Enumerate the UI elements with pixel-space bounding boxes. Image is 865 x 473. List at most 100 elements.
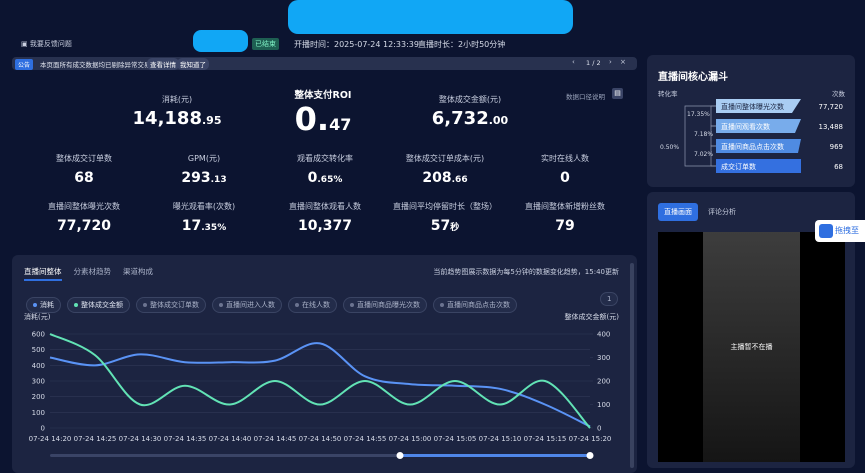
page-chip[interactable]: 1	[600, 292, 619, 306]
funnel-step	[716, 119, 801, 133]
metric-label: 整体成交订单数	[56, 154, 112, 163]
x-tick-label: 07-24 14:35	[164, 435, 207, 443]
x-tick-label: 07-24 15:10	[479, 435, 522, 443]
metrics-note[interactable]: 数据口径说明	[566, 93, 605, 101]
metric-label: GPM(元)	[187, 154, 221, 163]
notice-dismiss[interactable]: 我知道了	[177, 58, 209, 70]
metric-label: 直播间平均停留时长（整场）	[393, 202, 497, 211]
duration: 直播时长：2小时50分钟	[418, 40, 506, 49]
chart-tab[interactable]: 渠道构成	[123, 267, 153, 276]
x-tick-label: 07-24 15:20	[569, 435, 612, 443]
filter-chip[interactable]: 直播间商品曝光次数	[343, 297, 427, 313]
metric-main: 17	[181, 218, 202, 234]
count-label: 次数	[832, 90, 845, 98]
y-tick-label: 600	[32, 331, 45, 339]
metric: 消耗(元) 14,188.95	[77, 94, 277, 128]
y2-tick-label: 400	[597, 331, 610, 339]
filter-text: 整体成交金额	[81, 301, 123, 309]
filter-chip[interactable]: 直播间商品点击次数	[433, 297, 517, 313]
metric-label: 直播间整体观看人数	[289, 202, 361, 211]
y-tick-label: 500	[32, 346, 45, 354]
filter-chip[interactable]: 在线人数	[288, 297, 337, 313]
funnel-step	[716, 139, 801, 153]
start-time: 开播时间：2025-07-24 12:33:39	[294, 40, 419, 49]
line-chart: 消耗(元) 整体成交金额(元) 0 100 200 300 400 500 600 0 100 200…	[24, 312, 619, 459]
metric-label: 整体成交金额(元)	[438, 95, 502, 104]
metric: GPM(元) 293.13	[104, 153, 304, 185]
prev[interactable]: ‹	[572, 58, 575, 66]
metric-main: 10,377	[297, 218, 353, 234]
filter-chip[interactable]: 整体成交订单数	[136, 297, 206, 313]
notice-text: 本页面所有成交数据均已剔除异常交易数据。	[40, 61, 170, 69]
metric-label: 直播间整体曝光次数	[48, 202, 120, 211]
metric: 直播间整体新增粉丝数 79	[465, 201, 665, 233]
funnel-bracket	[710, 105, 716, 127]
metric-main: 68	[74, 170, 94, 186]
funnel-step-label: 直播间整体曝光次数	[721, 102, 784, 111]
funnel-count: 13,488	[819, 123, 844, 131]
chart-tab[interactable]: 直播间整体	[24, 267, 62, 281]
chart-note: 当前趋势图展示数据为每5分钟的数据变化趋势，15:40更新	[433, 268, 619, 276]
metric-label: 观看成交转化率	[297, 154, 353, 163]
x-tick-label: 07-24 14:40	[209, 435, 252, 443]
metric-label: 整体支付ROI	[294, 90, 352, 101]
metric-value: 6,732.00	[370, 110, 570, 128]
notice-tag: 公告	[15, 59, 34, 70]
y-tick-label: 300	[32, 378, 45, 386]
y2-tick-label: 200	[597, 378, 610, 386]
filter-chip[interactable]: 整体成交金额	[67, 297, 130, 313]
funnel: 直播间整体曝光次数 77,720 直播间观看次数 13,488 直播间商品点击次数 969…	[660, 99, 844, 173]
chart-tab[interactable]: 分素材趋势	[73, 267, 112, 276]
comment-tab[interactable]: 评论分析	[708, 208, 736, 216]
metric-main: 79	[555, 218, 575, 234]
notice-details[interactable]: 查看详情	[147, 58, 179, 70]
notice-bar: 公告 本页面所有成交数据均已剔除异常交易数据。 查看详情 我知道了 ‹ 1 / …	[12, 57, 637, 70]
drag-button[interactable]: 拖拽至	[815, 220, 865, 242]
metric-main: 208	[422, 170, 452, 186]
funnel-rate: 7.02%	[694, 151, 713, 158]
feedback[interactable]: ▣ 我要反馈问题	[21, 40, 72, 48]
metric-fraction: 47	[329, 115, 352, 134]
next[interactable]: ›	[609, 58, 612, 66]
metric: 直播间整体观看人数 10,377	[225, 201, 425, 233]
x-tick-label: 07-24 15:00	[389, 435, 432, 443]
rate-label: 转化率	[658, 90, 678, 98]
notice-pager: 1 / 2	[586, 59, 601, 67]
funnel-count: 77,720	[819, 103, 844, 111]
metric-fraction: .00	[488, 114, 509, 127]
metric-fraction: 秒	[450, 223, 460, 233]
slider-handle[interactable]	[586, 452, 594, 459]
metric-fraction: .65%	[317, 175, 343, 185]
x-tick-label: 07-24 14:30	[119, 435, 162, 443]
x-tick-label: 07-24 14:55	[344, 435, 387, 443]
note-icon[interactable]: ▤	[612, 88, 623, 99]
y-tick-label: 200	[32, 393, 45, 401]
filter-text: 直播间商品点击次数	[447, 301, 510, 309]
metric: 实时在线人数 0	[465, 153, 665, 185]
filter-chip[interactable]: 直播间进入人数	[212, 297, 282, 313]
metric-value: 208.66	[345, 169, 545, 185]
metric-value: 77,720	[0, 217, 184, 233]
x-tick-label: 07-24 15:05	[434, 435, 477, 443]
live-tab[interactable]: 直播画面	[658, 203, 698, 221]
metric-value: 79	[465, 217, 665, 233]
x-tick-label: 07-24 14:50	[299, 435, 342, 443]
scrollbar[interactable]	[630, 263, 634, 468]
metric-value: 0	[465, 169, 665, 185]
funnel-step-label: 直播间观看次数	[721, 122, 770, 131]
close[interactable]: ×	[620, 58, 626, 66]
metric-fraction: .66	[451, 175, 468, 185]
metric: 曝光观看率(次数) 17.35%	[104, 201, 304, 233]
funnel-bracket-total	[684, 105, 716, 167]
feedback-text: 我要反馈问题	[29, 40, 72, 48]
slider-handle[interactable]	[396, 452, 404, 459]
filter-chip[interactable]: 消耗	[26, 297, 61, 313]
series-line	[49, 342, 591, 428]
funnel-step	[716, 99, 801, 113]
series-line	[49, 333, 591, 429]
video: 主播暂不在播	[658, 232, 845, 462]
metric: 整体支付ROI 0.47	[223, 87, 423, 135]
metric-value: 17.35%	[104, 217, 304, 233]
y-tick-label: 0	[41, 425, 45, 433]
slider-range[interactable]	[400, 454, 590, 457]
